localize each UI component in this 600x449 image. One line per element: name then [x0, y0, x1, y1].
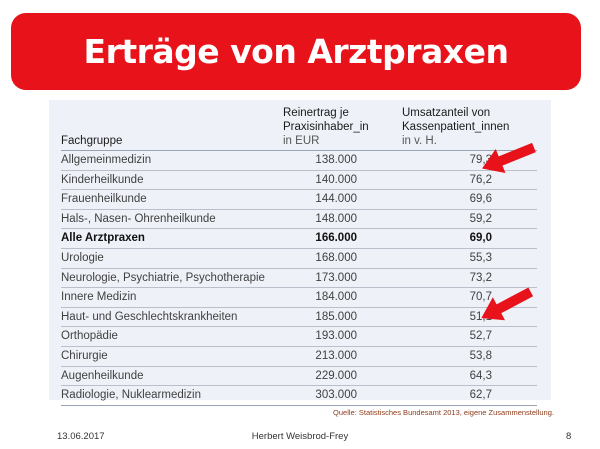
- footer-author: Herbert Weisbrod-Frey: [251, 431, 349, 442]
- title-banner: Erträge von Arztpraxen: [11, 13, 581, 90]
- cell-umsatzanteil: 69,0: [469, 232, 492, 245]
- cell-reinertrag: 166.000: [315, 232, 357, 245]
- header-umsatzanteil-unit: in v. H.: [402, 135, 437, 147]
- table-row: Hals-, Nasen- Ohrenheilkunde 148.000 59,…: [61, 210, 537, 230]
- cell-fachgruppe: Orthopädie: [61, 330, 118, 343]
- table-row: Kinderheilkunde 140.000 76,2: [61, 171, 537, 191]
- header-reinertrag: Reinertrag je Praxisinhaber_in in EUR: [283, 106, 369, 148]
- table-row: Allgemeinmedizin 138.000 79,3: [61, 151, 537, 171]
- cell-fachgruppe: Urologie: [61, 251, 104, 264]
- table-row: Urologie 168.000 55,3: [61, 249, 537, 269]
- footer-date: 13.06.2017: [57, 431, 105, 442]
- slide-title: Erträge von Arztpraxen: [83, 32, 509, 71]
- cell-fachgruppe: Neurologie, Psychiatrie, Psychotherapie: [61, 271, 265, 284]
- table-row: Neurologie, Psychiatrie, Psychotherapie …: [61, 269, 537, 289]
- red-arrow-icon: [481, 287, 534, 321]
- cell-fachgruppe: Augenheilkunde: [61, 369, 144, 382]
- cell-umsatzanteil: 69,6: [469, 193, 492, 206]
- cell-umsatzanteil: 64,3: [469, 369, 492, 382]
- cell-fachgruppe: Alle Arztpraxen: [61, 232, 145, 245]
- table-panel: Fachgruppe Reinertrag je Praxisinhaber_i…: [49, 100, 551, 406]
- cell-umsatzanteil: 73,2: [469, 271, 492, 284]
- table-row: Augenheilkunde 229.000 64,3: [61, 367, 537, 387]
- table-header: Fachgruppe Reinertrag je Praxisinhaber_i…: [61, 104, 537, 151]
- cell-reinertrag: 173.000: [315, 271, 357, 284]
- header-reinertrag-unit: in EUR: [283, 135, 320, 147]
- table-row: Innere Medizin 184.000 70,7: [61, 288, 537, 308]
- cell-fachgruppe: Frauenheilkunde: [61, 193, 147, 206]
- header-umsatzanteil-line2: Kassenpatient_innen: [402, 121, 510, 133]
- footer-page-number: 8: [566, 431, 572, 442]
- header-umsatzanteil: Umsatzanteil von Kassenpatient_innen in …: [402, 106, 509, 148]
- cell-reinertrag: 140.000: [315, 173, 357, 186]
- cell-reinertrag: 229.000: [315, 369, 357, 382]
- cell-umsatzanteil: 76,2: [469, 173, 492, 186]
- table-row: Orthopädie 193.000 52,7: [61, 327, 537, 347]
- cell-fachgruppe: Radiologie, Nuklearmedizin: [61, 389, 201, 402]
- cell-fachgruppe: Haut- und Geschlechtskrankheiten: [61, 310, 238, 323]
- cell-reinertrag: 144.000: [315, 193, 357, 206]
- cell-umsatzanteil: 55,3: [469, 251, 492, 264]
- table-row-total: Alle Arztpraxen 166.000 69,0: [61, 229, 537, 249]
- header-fachgruppe: Fachgruppe: [61, 135, 123, 147]
- cell-fachgruppe: Chirurgie: [61, 349, 108, 362]
- source-note: Quelle: Statistisches Bundesamt 2013, ei…: [333, 408, 554, 417]
- cell-reinertrag: 184.000: [315, 291, 357, 304]
- table-row: Chirurgie 213.000 53,8: [61, 347, 537, 367]
- cell-fachgruppe: Kinderheilkunde: [61, 173, 144, 186]
- table-row: Radiologie, Nuklearmedizin 303.000 62,7: [61, 386, 537, 406]
- cell-reinertrag: 303.000: [315, 389, 357, 402]
- header-reinertrag-line2: Praxisinhaber_in: [283, 121, 369, 133]
- header-umsatzanteil-line1: Umsatzanteil von: [402, 107, 491, 119]
- cell-reinertrag: 193.000: [315, 330, 357, 343]
- cell-umsatzanteil: 70,7: [469, 291, 492, 304]
- cell-reinertrag: 185.000: [315, 310, 357, 323]
- cell-reinertrag: 138.000: [315, 154, 357, 166]
- cell-umsatzanteil: 52,7: [469, 330, 492, 343]
- table-row: Frauenheilkunde 144.000 69,6: [61, 190, 537, 210]
- table-row: Haut- und Geschlechtskrankheiten 185.000…: [61, 308, 537, 328]
- cell-reinertrag: 168.000: [315, 251, 357, 264]
- cell-umsatzanteil: 62,7: [469, 389, 492, 402]
- cell-reinertrag: 213.000: [315, 349, 357, 362]
- cell-fachgruppe: Innere Medizin: [61, 291, 137, 304]
- cell-fachgruppe: Hals-, Nasen- Ohrenheilkunde: [61, 212, 216, 225]
- red-arrow-icon: [482, 142, 536, 174]
- cell-fachgruppe: Allgemeinmedizin: [61, 154, 152, 166]
- cell-umsatzanteil: 53,8: [469, 349, 492, 362]
- cell-reinertrag: 148.000: [315, 212, 357, 225]
- data-table: Fachgruppe Reinertrag je Praxisinhaber_i…: [61, 104, 537, 406]
- cell-umsatzanteil: 59,2: [469, 212, 492, 225]
- header-reinertrag-line1: Reinertrag je: [283, 107, 349, 119]
